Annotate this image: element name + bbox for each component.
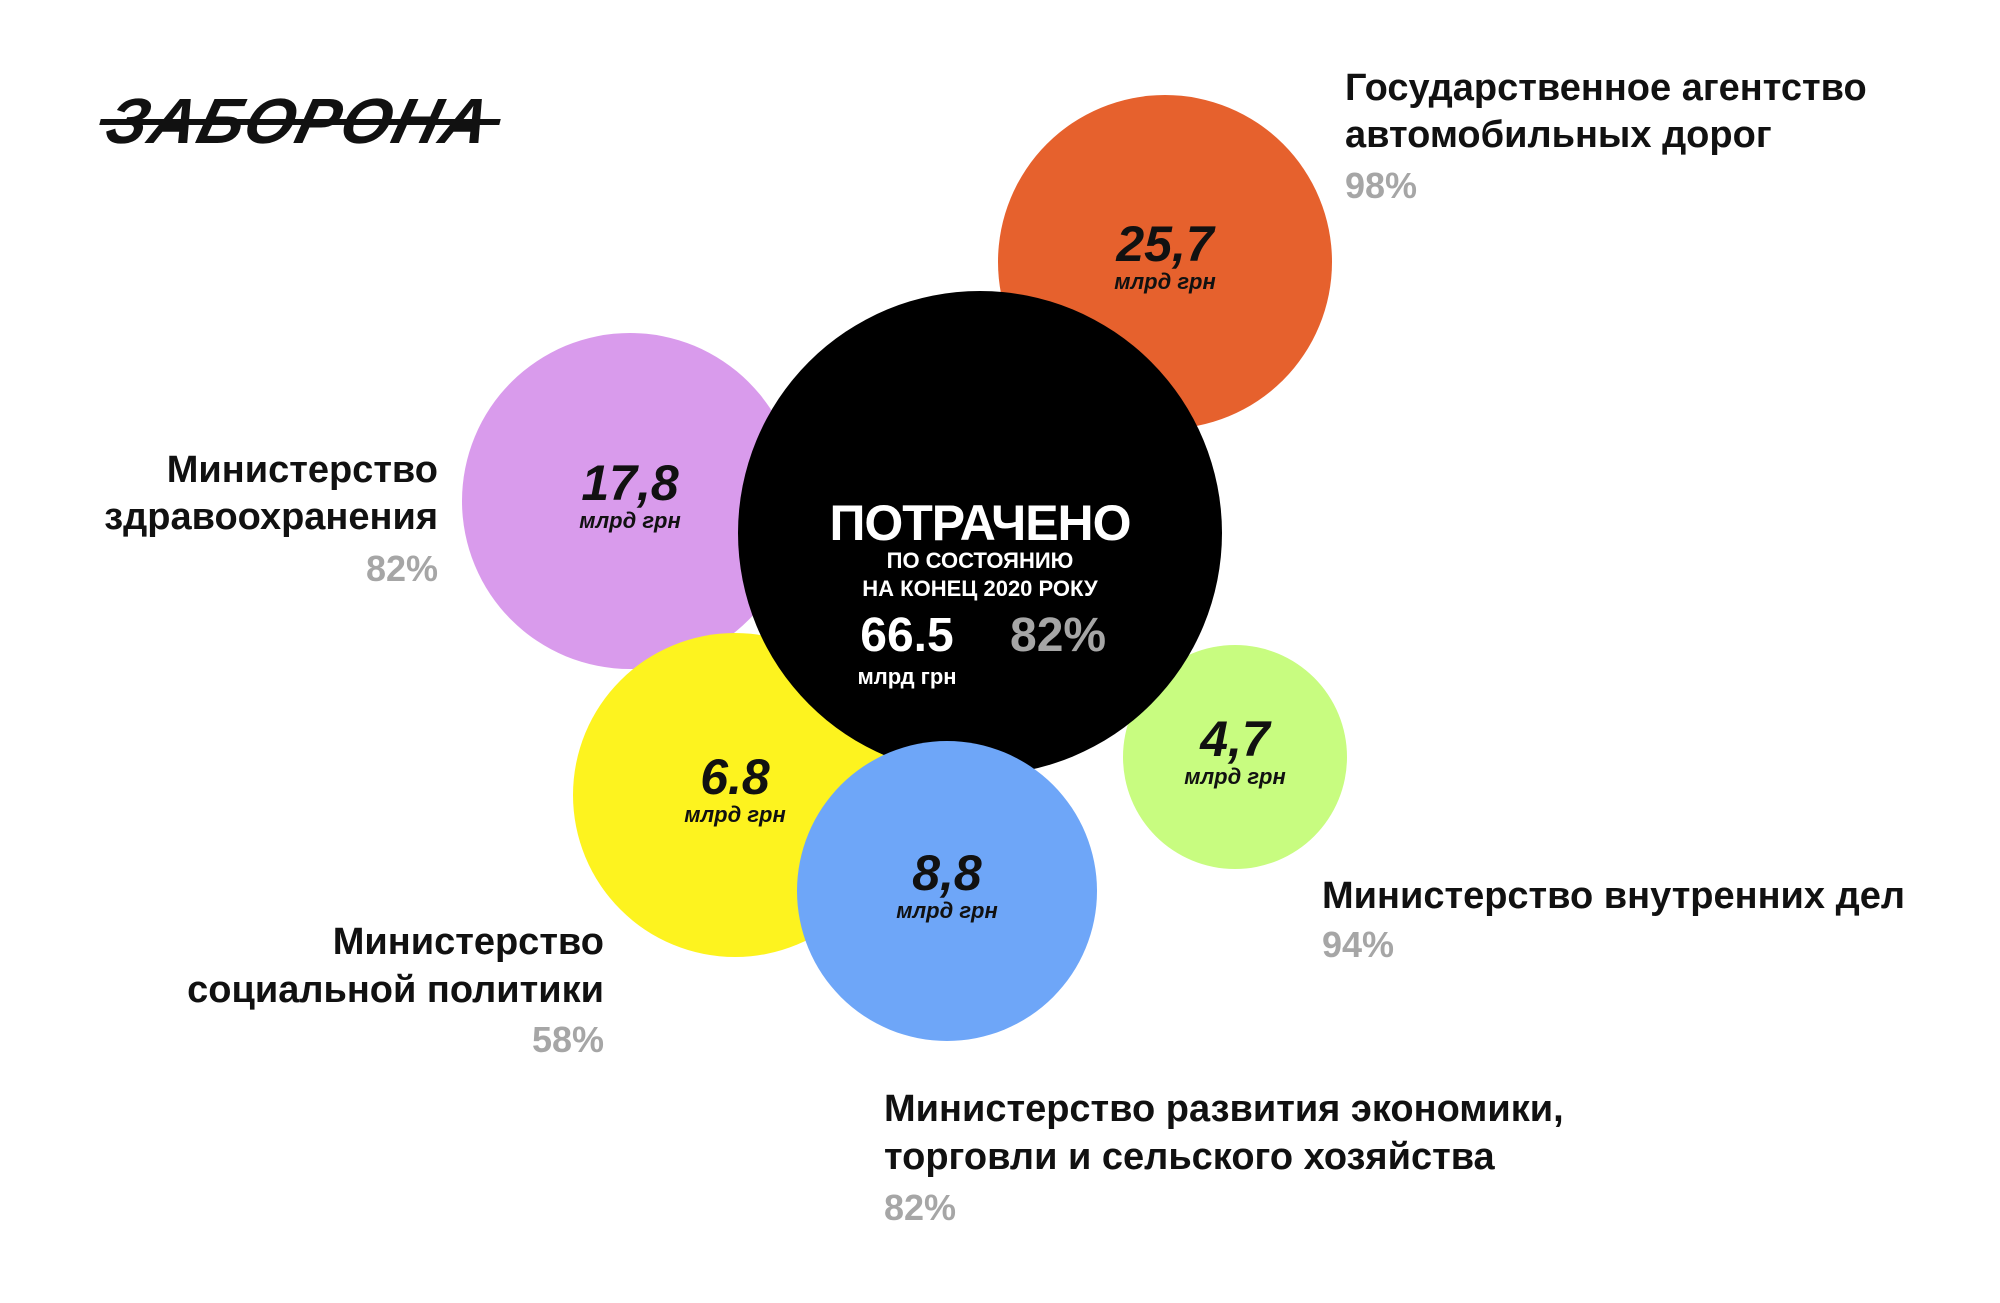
bubble-unit: млрд грн <box>896 898 998 923</box>
label-health-ministry-line2: здравоохранения <box>104 496 438 538</box>
center-subtitle-line1: ПО СОСТОЯНИЮ <box>886 548 1074 573</box>
label-health-ministry-line1: Министерство <box>166 449 438 491</box>
label-health-ministry-percent: 82% <box>365 548 438 589</box>
center-total-unit: млрд грн <box>857 664 957 689</box>
bubble-value: 6.8 <box>700 749 770 805</box>
center-total-percent: 82% <box>1010 609 1107 662</box>
label-social-ministry-line1: Министерство <box>332 921 604 963</box>
bubble-value: 25,7 <box>1116 216 1214 272</box>
bubble-value: 8,8 <box>912 845 982 901</box>
label-road-agency-percent: 98% <box>1345 165 1418 206</box>
bubble-value: 4,7 <box>1200 711 1270 767</box>
bubble-unit: млрд грн <box>684 802 786 827</box>
label-economy-ministry-line2: торговли и сельского хозяйства <box>884 1136 1495 1178</box>
zaborona-logo: ЗАБОРОНА <box>99 85 501 157</box>
center-total-bubble: ПОТРАЧЕНО ПО СОСТОЯНИЮ НА КОНЕЦ 2020 РОК… <box>738 291 1222 775</box>
label-road-agency-line2: автомобильных дорог <box>1345 114 1772 156</box>
bubble-unit: млрд грн <box>579 508 681 533</box>
bubble-unit: млрд грн <box>1184 764 1286 789</box>
bubble-value: 17,8 <box>581 455 679 511</box>
bubble-economy-ministry: 8,8 млрд грн <box>797 741 1097 1041</box>
label-road-agency-line1: Государственное агентство <box>1345 67 1867 109</box>
bubble-unit: млрд грн <box>1114 269 1216 294</box>
label-interior-ministry-percent: 94% <box>1322 924 1395 965</box>
label-social-ministry-line2: социальной политики <box>187 969 604 1011</box>
center-title: ПОТРАЧЕНО <box>829 495 1131 551</box>
label-interior-ministry-line1: Министерство внутренних дел <box>1322 875 1906 917</box>
center-total-value: 66.5 <box>860 609 954 662</box>
logo-strike-line <box>99 119 501 125</box>
label-social-ministry-percent: 58% <box>531 1019 604 1060</box>
label-economy-ministry-percent: 82% <box>884 1187 957 1228</box>
label-economy-ministry-line1: Министерство развития экономики, <box>884 1088 1564 1130</box>
center-subtitle-line2: НА КОНЕЦ 2020 РОКУ <box>862 576 1098 601</box>
